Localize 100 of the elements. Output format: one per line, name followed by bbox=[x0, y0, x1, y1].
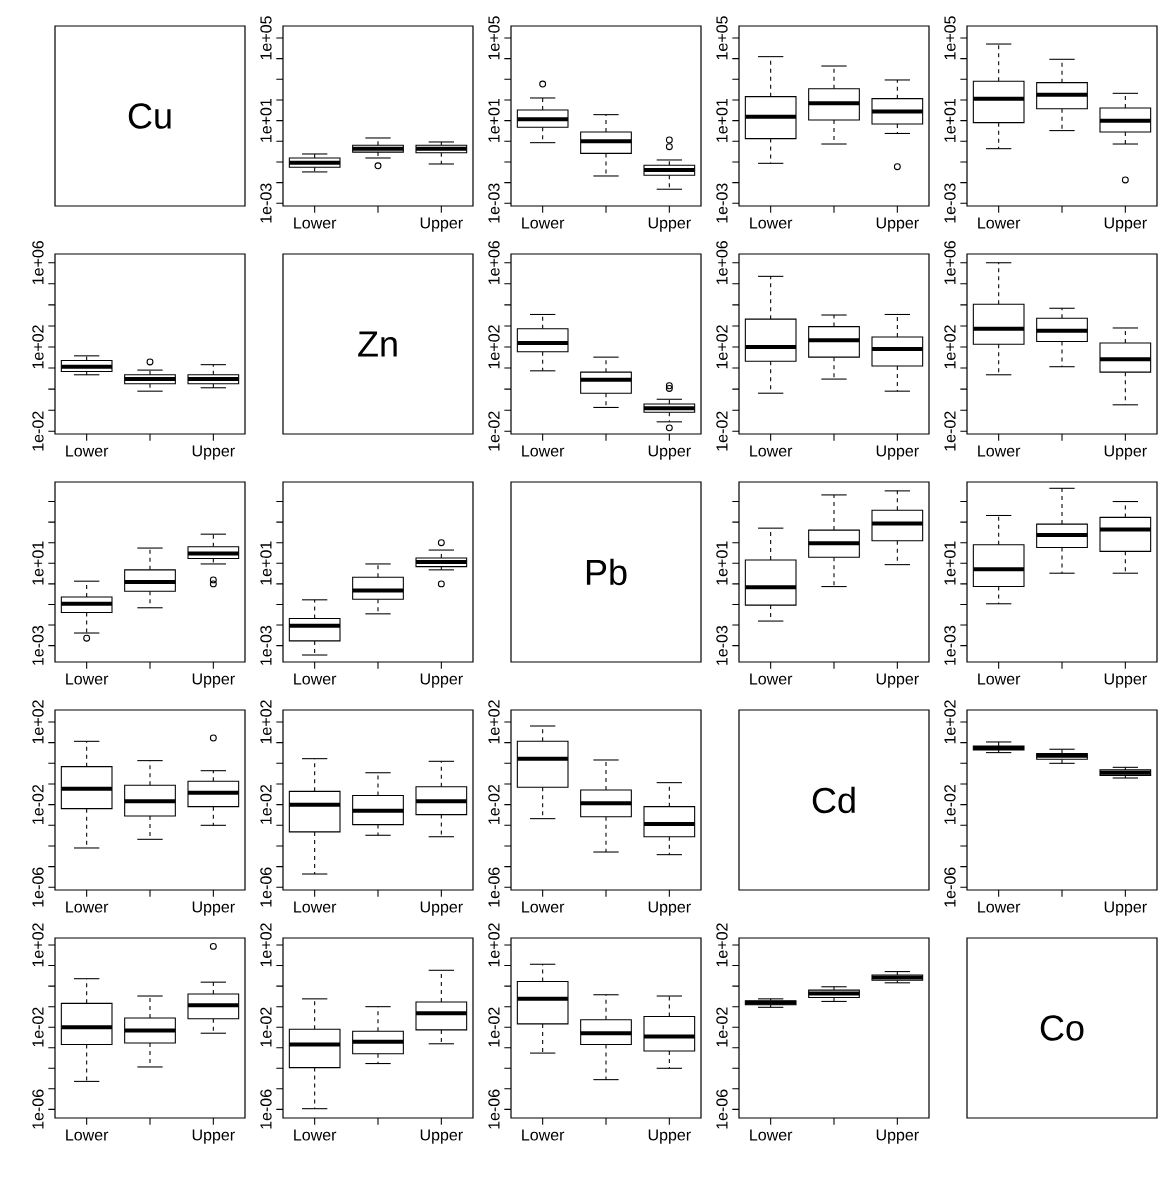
x-tick-label: Lower bbox=[294, 1129, 337, 1141]
y-tick-label: 1e-02 bbox=[260, 785, 272, 824]
text: Cu bbox=[128, 103, 171, 129]
y-tick-label: 1e-03 bbox=[716, 183, 728, 223]
y-tick-label: 1e-03 bbox=[260, 183, 272, 223]
y-tick-label: 1e-02 bbox=[716, 411, 728, 451]
y-tick-label: 1e-02 bbox=[488, 785, 500, 824]
x-tick-label: Upper bbox=[648, 901, 691, 916]
y-tick-label: 1e+01 bbox=[260, 541, 272, 585]
x-tick-label: Lower bbox=[294, 217, 337, 229]
y-tick-label: 1e-03 bbox=[488, 183, 500, 223]
x-tick-label: Lower bbox=[66, 673, 109, 685]
y-tick-label: 1e-02 bbox=[32, 785, 44, 824]
y-tick-label: 1e+01 bbox=[488, 98, 500, 142]
y-tick-label: 1e+02 bbox=[488, 700, 500, 744]
x-tick-label: Upper bbox=[648, 217, 691, 232]
text: Cd bbox=[812, 786, 855, 814]
x-tick-label: Upper bbox=[192, 673, 235, 688]
text: Co bbox=[1040, 1015, 1084, 1041]
y-tick-label: 1e-02 bbox=[488, 411, 500, 451]
y-tick-label: 1e+05 bbox=[260, 16, 272, 60]
x-tick-label: Upper bbox=[192, 901, 235, 916]
y-tick-label: 1e-03 bbox=[944, 183, 956, 223]
y-tick-label: 1e+02 bbox=[32, 700, 44, 744]
y-tick-label: 1e+02 bbox=[944, 325, 956, 369]
x-tick-label: Upper bbox=[1104, 217, 1147, 232]
y-tick-label: 1e+01 bbox=[32, 541, 44, 585]
y-tick-label: 1e+02 bbox=[488, 325, 500, 369]
x-tick-label: Lower bbox=[522, 445, 565, 457]
x-tick-label: Upper bbox=[192, 1129, 235, 1144]
x-tick-label: Upper bbox=[420, 901, 463, 916]
x-tick-label: Lower bbox=[750, 445, 793, 457]
x-tick-label: Lower bbox=[978, 673, 1021, 685]
x-tick-label: Lower bbox=[978, 217, 1021, 229]
x-tick-label: Upper bbox=[648, 1129, 691, 1144]
x-tick-label: Lower bbox=[66, 901, 109, 913]
y-tick-label: 1e+01 bbox=[260, 98, 272, 142]
y-tick-label: 1e+01 bbox=[944, 98, 956, 142]
y-tick-label: 1e-02 bbox=[32, 411, 44, 451]
y-tick-label: 1e+02 bbox=[716, 923, 728, 967]
y-tick-label: 1e-06 bbox=[488, 1089, 500, 1129]
x-tick-label: Upper bbox=[648, 445, 691, 460]
text: Zn bbox=[358, 331, 397, 357]
y-tick-label: 1e-06 bbox=[32, 1089, 44, 1129]
x-tick-label: Lower bbox=[750, 217, 793, 229]
x-tick-label: Upper bbox=[1104, 901, 1147, 916]
y-tick-label: 1e+02 bbox=[260, 923, 272, 967]
y-tick-label: 1e+01 bbox=[716, 98, 728, 142]
y-tick-label: 1e-02 bbox=[260, 1007, 272, 1047]
y-tick-label: 1e+02 bbox=[260, 700, 272, 744]
y-tick-label: 1e-06 bbox=[944, 867, 956, 907]
x-tick-label: Lower bbox=[522, 1129, 565, 1141]
y-tick-label: 1e-02 bbox=[716, 1007, 728, 1047]
x-tick-label: Upper bbox=[876, 1129, 919, 1144]
x-tick-label: Upper bbox=[1104, 445, 1147, 460]
y-tick-label: 1e+05 bbox=[488, 16, 500, 60]
y-tick-label: 1e+02 bbox=[716, 325, 728, 369]
y-tick-label: 1e+01 bbox=[716, 541, 728, 585]
x-tick-label: Lower bbox=[66, 445, 109, 457]
y-tick-label: 1e+05 bbox=[716, 16, 728, 60]
y-tick-label: 1e+02 bbox=[32, 923, 44, 967]
x-tick-label: Upper bbox=[192, 445, 235, 460]
x-tick-label: Lower bbox=[978, 901, 1021, 913]
y-tick-label: 1e+06 bbox=[32, 240, 44, 284]
y-tick-label: 1e-03 bbox=[260, 625, 272, 665]
x-tick-label: Upper bbox=[876, 445, 919, 460]
x-tick-label: Upper bbox=[876, 217, 919, 232]
y-tick-label: 1e-02 bbox=[488, 1007, 500, 1047]
y-tick-label: 1e+02 bbox=[944, 700, 956, 744]
x-tick-label: Upper bbox=[420, 217, 463, 232]
y-tick-label: 1e+02 bbox=[488, 923, 500, 967]
y-tick-label: 1e-06 bbox=[260, 1089, 272, 1129]
x-tick-label: Upper bbox=[420, 673, 463, 688]
x-tick-label: Lower bbox=[522, 217, 565, 229]
y-tick-label: 1e+06 bbox=[716, 240, 728, 284]
y-tick-label: 1e-02 bbox=[944, 411, 956, 451]
y-tick-label: 1e-06 bbox=[32, 867, 44, 907]
x-tick-label: Upper bbox=[1104, 673, 1147, 688]
x-tick-label: Lower bbox=[294, 673, 337, 685]
x-tick-label: Lower bbox=[522, 901, 565, 913]
y-tick-label: 1e-06 bbox=[488, 867, 500, 907]
x-tick-label: Lower bbox=[294, 901, 337, 913]
y-tick-label: 1e+02 bbox=[32, 325, 44, 369]
y-tick-label: 1e-06 bbox=[260, 867, 272, 907]
y-tick-label: 1e-06 bbox=[716, 1089, 728, 1129]
x-tick-label: Lower bbox=[978, 445, 1021, 457]
y-tick-label: 1e+06 bbox=[944, 240, 956, 284]
y-tick-label: 1e+01 bbox=[944, 541, 956, 585]
x-tick-label: Lower bbox=[750, 673, 793, 685]
y-tick-label: 1e+05 bbox=[944, 16, 956, 60]
x-tick-label: Lower bbox=[66, 1129, 109, 1141]
y-tick-label: 1e-02 bbox=[32, 1007, 44, 1047]
y-tick-label: 1e-03 bbox=[944, 625, 956, 665]
x-tick-label: Upper bbox=[420, 1129, 463, 1144]
x-tick-label: Lower bbox=[750, 1129, 793, 1141]
y-tick-label: 1e-03 bbox=[716, 625, 728, 665]
y-tick-label: 1e-03 bbox=[32, 625, 44, 665]
text: Pb bbox=[586, 558, 627, 586]
y-tick-label: 1e+06 bbox=[488, 240, 500, 284]
y-tick-label: 1e-02 bbox=[944, 785, 956, 824]
